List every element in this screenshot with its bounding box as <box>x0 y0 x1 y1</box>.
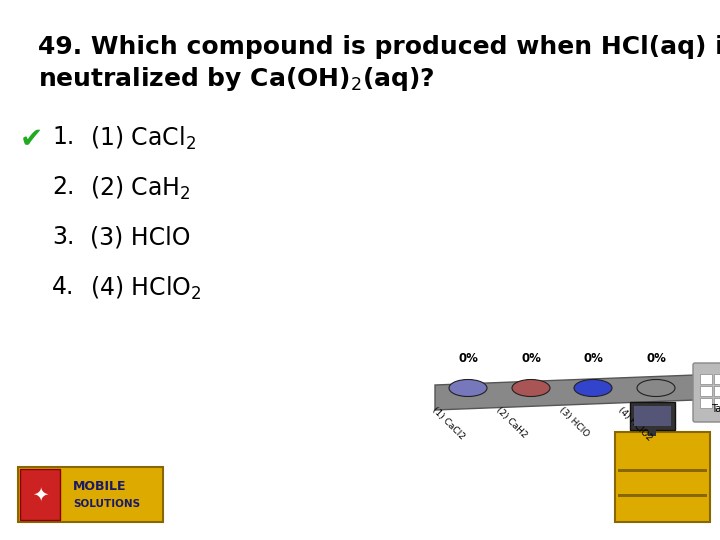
Ellipse shape <box>512 380 550 396</box>
Ellipse shape <box>637 380 675 396</box>
Bar <box>648 428 656 436</box>
Text: (1) CaCl2: (1) CaCl2 <box>430 405 466 441</box>
Polygon shape <box>435 375 695 410</box>
Text: neutralized by Ca(OH)$_2$(aq)?: neutralized by Ca(OH)$_2$(aq)? <box>38 65 435 93</box>
Text: (3) HClO: (3) HClO <box>557 405 591 438</box>
Bar <box>18 467 163 522</box>
Text: (4) HClO$_2$: (4) HClO$_2$ <box>90 275 202 302</box>
Ellipse shape <box>449 380 487 396</box>
Text: 0%: 0% <box>458 352 478 365</box>
Text: 1.: 1. <box>52 125 74 149</box>
Text: 0%: 0% <box>583 352 603 365</box>
Text: 3.: 3. <box>52 225 74 249</box>
Text: MOBILE: MOBILE <box>73 480 127 492</box>
FancyBboxPatch shape <box>693 363 720 422</box>
Text: (4) HClO2: (4) HClO2 <box>617 405 654 442</box>
Ellipse shape <box>574 380 612 396</box>
Text: 49. Which compound is produced when HCl(aq) is: 49. Which compound is produced when HCl(… <box>38 35 720 59</box>
Text: 4.: 4. <box>52 275 74 299</box>
Text: 2.: 2. <box>52 175 74 199</box>
Text: ✦: ✦ <box>32 485 48 504</box>
Text: 0%: 0% <box>521 352 541 365</box>
Text: (2) CaH2: (2) CaH2 <box>495 405 529 440</box>
Text: SOLUTIONS: SOLUTIONS <box>73 500 140 509</box>
Text: (1) CaCl$_2$: (1) CaCl$_2$ <box>90 125 196 152</box>
Text: (2) CaH$_2$: (2) CaH$_2$ <box>90 175 191 202</box>
Bar <box>634 406 671 426</box>
Bar <box>714 374 720 384</box>
Bar <box>630 402 675 430</box>
Bar <box>700 374 712 384</box>
Text: Tabb: Tabb <box>711 404 720 414</box>
Bar <box>714 386 720 396</box>
Text: ✔: ✔ <box>20 125 43 153</box>
Bar <box>618 469 707 472</box>
Bar <box>714 398 720 408</box>
Bar <box>700 398 712 408</box>
Text: 0%: 0% <box>646 352 666 365</box>
Bar <box>615 432 710 522</box>
Text: (3) HClO: (3) HClO <box>90 225 191 249</box>
Bar <box>618 494 707 497</box>
Bar <box>20 469 60 520</box>
Bar <box>700 386 712 396</box>
